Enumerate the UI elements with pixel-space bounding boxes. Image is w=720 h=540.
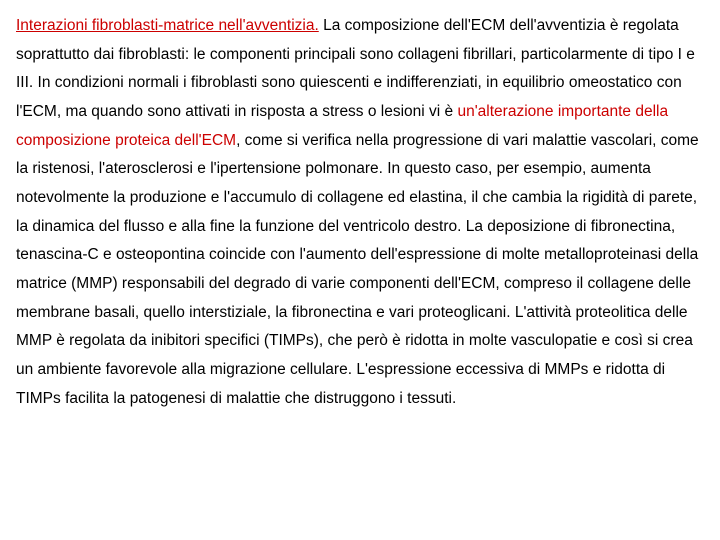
body-paragraph: Interazioni fibroblasti-matrice nell'avv…	[16, 12, 704, 413]
paragraph-heading: Interazioni fibroblasti-matrice nell'avv…	[16, 17, 319, 34]
paragraph-text-after: , come si verifica nella progressione di…	[16, 132, 699, 407]
